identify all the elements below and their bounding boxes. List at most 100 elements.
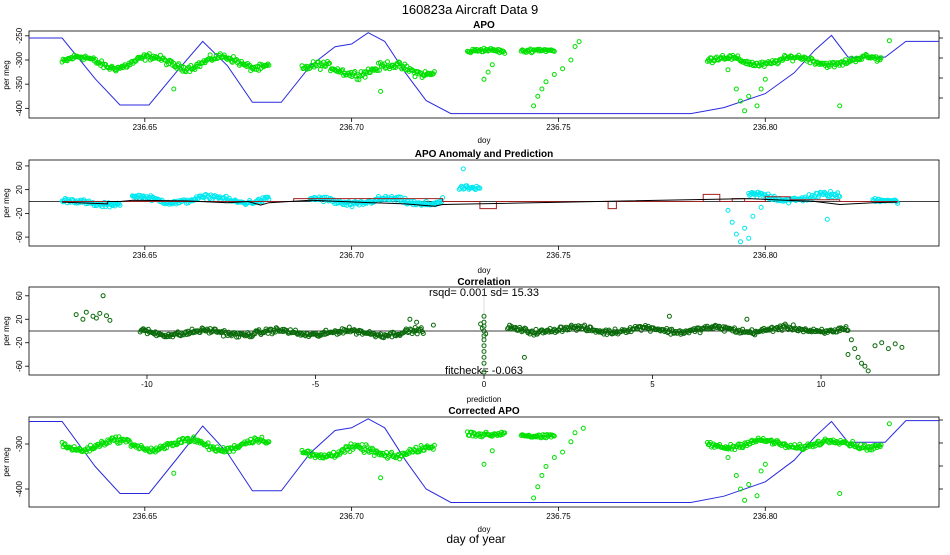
data-point [733, 473, 739, 478]
data-point [750, 190, 756, 196]
y-tick-label: 20 [15, 314, 24, 323]
data-point [323, 61, 329, 67]
x-tick-label: -10 [141, 380, 153, 389]
data-point [539, 473, 545, 478]
data-point [584, 328, 590, 334]
data-point [489, 448, 495, 454]
data-point [317, 67, 323, 72]
data-point [97, 310, 103, 316]
data-point [136, 192, 141, 198]
data-point [533, 326, 539, 332]
data-point [481, 461, 487, 467]
data-point [738, 98, 743, 104]
data-point [434, 199, 439, 205]
data-point [485, 69, 491, 75]
x-tick-label: 236.70 [339, 251, 364, 260]
data-point [171, 470, 177, 476]
data-point [729, 219, 735, 225]
data-point [725, 455, 731, 460]
data-point [142, 57, 148, 63]
data-point [88, 442, 93, 448]
data-point [141, 446, 147, 452]
data-point [413, 444, 419, 450]
x-axis-label-apo: doy [478, 136, 491, 145]
data-point [899, 344, 905, 350]
data-point [322, 194, 327, 200]
data-point [431, 442, 437, 448]
data-point [551, 433, 557, 439]
data-point [758, 468, 764, 474]
y-axis-label-correlation: per meg [2, 316, 11, 345]
data-point [344, 444, 350, 450]
data-point [305, 448, 311, 454]
data-point [352, 69, 358, 74]
panel-title-corrected-apo: Corrected APO [448, 406, 520, 417]
data-point [530, 330, 536, 336]
data-point [835, 60, 841, 66]
data-point [551, 48, 557, 54]
data-point [521, 354, 527, 360]
data-point [837, 491, 843, 496]
data-point [430, 322, 436, 328]
data-point [762, 76, 768, 82]
data-point [391, 65, 397, 70]
data-point [746, 93, 752, 99]
data-point [751, 191, 757, 197]
panel-title-apo: APO [473, 20, 495, 31]
data-point [342, 449, 348, 455]
data-point [197, 64, 203, 70]
data-point [385, 59, 390, 65]
data-point [367, 70, 373, 76]
y-tick-label: -300 [15, 435, 24, 452]
data-point [572, 44, 578, 49]
data-point [855, 354, 861, 360]
data-point [878, 55, 884, 61]
y-tick-label: -60 [15, 231, 24, 243]
y-tick-label: -60 [15, 360, 24, 372]
data-point [157, 52, 163, 58]
data-point [865, 368, 871, 374]
y-tick-label: 60 [15, 161, 24, 170]
data-point [543, 79, 549, 85]
x-tick-label: 236.75 [546, 251, 571, 260]
data-point [62, 196, 68, 201]
data-point [502, 50, 508, 56]
data-point [397, 60, 403, 66]
y-axis-label-corrected: per meg [2, 447, 11, 476]
data-point [317, 455, 323, 461]
data-point [244, 64, 250, 69]
data-point [322, 64, 328, 69]
data-point [758, 204, 764, 210]
data-point [374, 68, 380, 74]
data-point [505, 326, 511, 332]
data-point [582, 322, 588, 328]
data-point [351, 70, 357, 76]
data-point [502, 430, 508, 436]
data-point [859, 360, 864, 366]
data-point [411, 328, 417, 334]
data-point [114, 202, 120, 207]
x-axis-label-correlation: prediction [467, 395, 502, 404]
data-point [746, 235, 752, 241]
data-point [171, 86, 177, 92]
data-point [489, 62, 495, 68]
y-tick-label: -20 [15, 207, 24, 219]
x-tick-label: 236.65 [133, 251, 158, 260]
y-tick-label: 20 [15, 185, 24, 194]
data-point [371, 453, 377, 458]
x-tick-label: 10 [817, 380, 826, 389]
right-axis-corrected [939, 419, 943, 490]
y-tick-label: -300 [15, 51, 24, 68]
data-point [835, 190, 841, 196]
data-point [336, 69, 342, 75]
data-point [108, 64, 114, 70]
data-point [731, 55, 737, 61]
data-point [344, 329, 350, 335]
data-point [864, 447, 870, 453]
data-point [340, 67, 346, 73]
data-point [733, 231, 739, 237]
data-point [99, 58, 105, 64]
data-point [750, 213, 756, 219]
x-tick-label: 0 [482, 380, 487, 389]
